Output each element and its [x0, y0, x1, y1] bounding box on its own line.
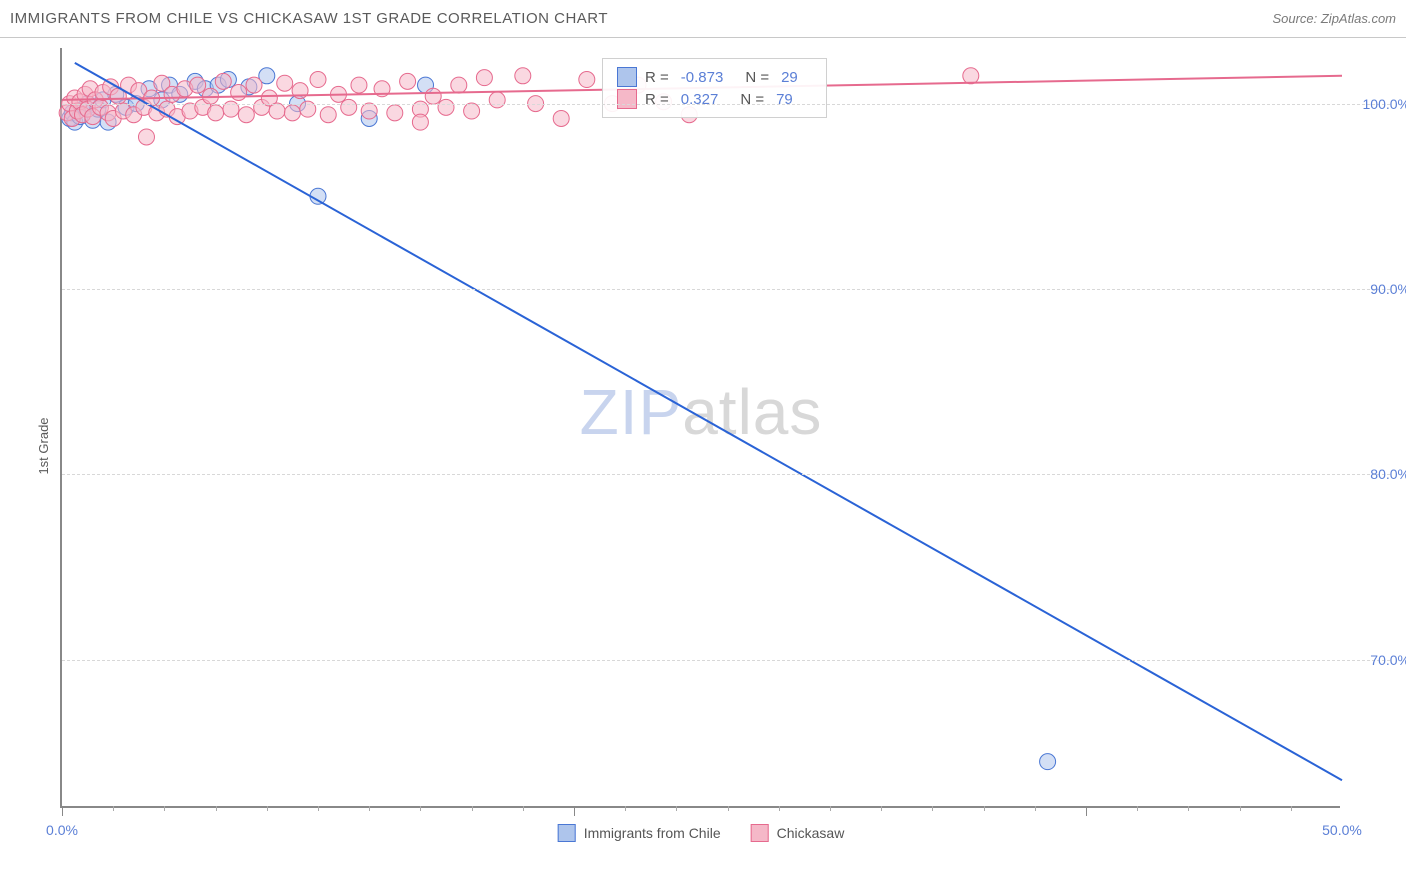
x-tick-major	[574, 806, 575, 816]
gridline	[62, 104, 1390, 105]
x-tick-minor	[779, 806, 780, 811]
scatter-point	[284, 105, 300, 121]
legend-swatch	[617, 67, 637, 87]
x-tick-minor	[216, 806, 217, 811]
x-tick-minor	[318, 806, 319, 811]
y-axis-label: 1st Grade	[36, 417, 51, 474]
scatter-point	[361, 103, 377, 119]
legend-swatch	[751, 824, 769, 842]
y-tick-label: 80.0%	[1370, 466, 1406, 482]
x-tick-major	[62, 806, 63, 816]
legend-r-label: R =	[645, 91, 669, 108]
legend-swatch	[558, 824, 576, 842]
scatter-point	[963, 68, 979, 84]
scatter-point	[387, 105, 403, 121]
x-tick-minor	[523, 806, 524, 811]
y-tick-label: 100.0%	[1363, 96, 1406, 112]
scatter-point	[231, 84, 247, 100]
legend-n-label: N =	[740, 91, 764, 108]
x-tick-minor	[369, 806, 370, 811]
scatter-point	[425, 88, 441, 104]
legend-item: Immigrants from Chile	[558, 824, 721, 842]
stats-legend-row: R = 0.327 N = 79	[617, 89, 812, 109]
chart-header: IMMIGRANTS FROM CHILE VS CHICKASAW 1ST G…	[0, 0, 1406, 38]
x-tick-minor	[830, 806, 831, 811]
scatter-point	[489, 92, 505, 108]
legend-r-value: 0.327	[681, 91, 719, 108]
scatter-point	[351, 77, 367, 93]
scatter-point	[138, 129, 154, 145]
x-tick-minor	[984, 806, 985, 811]
legend-item: Chickasaw	[751, 824, 845, 842]
gridline	[62, 660, 1390, 661]
scatter-point	[464, 103, 480, 119]
chart-title: IMMIGRANTS FROM CHILE VS CHICKASAW 1ST G…	[10, 10, 608, 27]
scatter-point	[451, 77, 467, 93]
scatter-point	[476, 70, 492, 86]
scatter-point	[579, 72, 595, 88]
scatter-point	[269, 103, 285, 119]
chart-canvas	[62, 48, 1340, 806]
legend-label: Immigrants from Chile	[584, 825, 721, 841]
scatter-point	[412, 114, 428, 130]
x-tick-minor	[625, 806, 626, 811]
x-tick-minor	[267, 806, 268, 811]
x-tick-minor	[676, 806, 677, 811]
scatter-point	[208, 105, 224, 121]
scatter-point	[320, 107, 336, 123]
stats-legend: R = -0.873 N = 29 R = 0.327 N = 79	[602, 58, 827, 118]
x-tick-label: 50.0%	[1322, 822, 1362, 838]
bottom-legend: Immigrants from Chile Chickasaw	[558, 824, 845, 842]
x-tick-label: 0.0%	[46, 822, 78, 838]
x-tick-minor	[420, 806, 421, 811]
gridline	[62, 289, 1390, 290]
legend-n-label: N =	[745, 69, 769, 86]
legend-r-label: R =	[645, 69, 669, 86]
y-tick-label: 90.0%	[1370, 281, 1406, 297]
x-tick-minor	[1035, 806, 1036, 811]
plot-area: ZIPatlas R = -0.873N = 29R = 0.327N = 79…	[60, 48, 1340, 808]
x-tick-major	[1086, 806, 1087, 816]
x-tick-minor	[1291, 806, 1292, 811]
stats-legend-row: R = -0.873 N = 29	[617, 67, 812, 87]
chart-source: Source: ZipAtlas.com	[1272, 11, 1396, 26]
scatter-point	[438, 99, 454, 115]
x-tick-minor	[728, 806, 729, 811]
scatter-point	[190, 77, 206, 93]
x-tick-minor	[472, 806, 473, 811]
legend-n-value: 29	[781, 69, 798, 86]
trend-line	[75, 63, 1342, 780]
scatter-point	[215, 73, 231, 89]
y-tick-label: 70.0%	[1370, 652, 1406, 668]
x-tick-minor	[1137, 806, 1138, 811]
x-tick-minor	[1240, 806, 1241, 811]
x-tick-minor	[164, 806, 165, 811]
scatter-point	[246, 77, 262, 93]
scatter-point	[553, 110, 569, 126]
legend-n-value: 79	[776, 91, 793, 108]
legend-label: Chickasaw	[777, 825, 845, 841]
scatter-point	[1040, 754, 1056, 770]
x-tick-minor	[932, 806, 933, 811]
x-tick-minor	[113, 806, 114, 811]
scatter-point	[400, 73, 416, 89]
scatter-point	[341, 99, 357, 115]
x-tick-minor	[881, 806, 882, 811]
scatter-point	[515, 68, 531, 84]
scatter-point	[310, 72, 326, 88]
legend-r-value: -0.873	[681, 69, 724, 86]
legend-swatch	[617, 89, 637, 109]
scatter-point	[238, 107, 254, 123]
scatter-point	[277, 75, 293, 91]
gridline	[62, 474, 1390, 475]
x-tick-minor	[1188, 806, 1189, 811]
